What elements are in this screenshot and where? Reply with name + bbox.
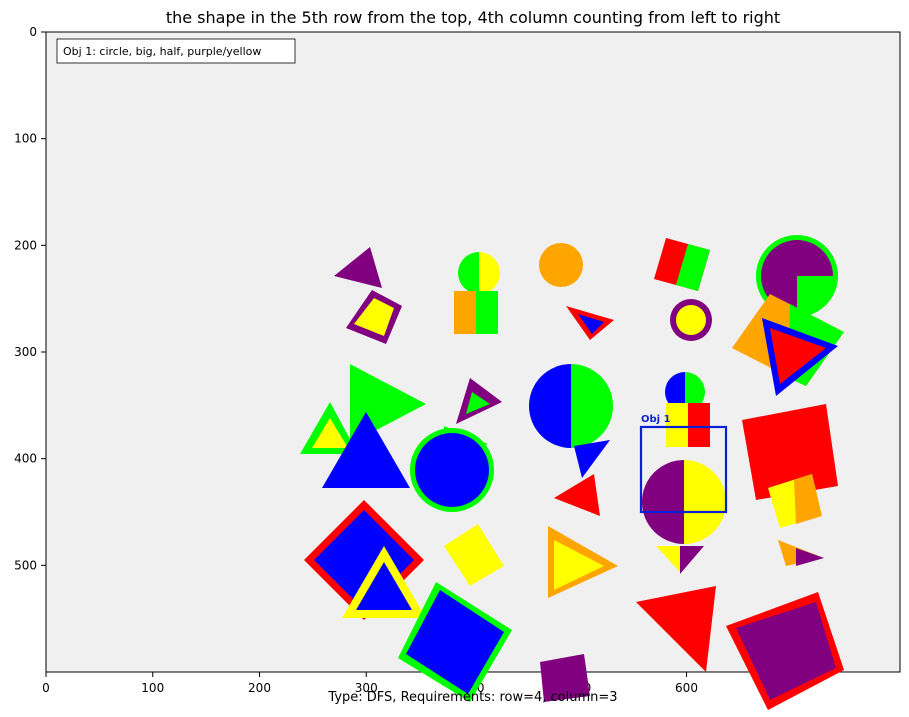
square-shape [444, 524, 504, 586]
circle-shape [665, 372, 705, 412]
legend-text: Obj 1: circle, big, half, purple/yellow [63, 45, 261, 58]
square-shape [768, 474, 822, 528]
x-tick-label: 200 [248, 681, 271, 695]
triangle-shape [554, 474, 600, 516]
y-tick-label: 300 [14, 345, 37, 359]
square-shape [666, 403, 710, 447]
circle-shape [458, 252, 500, 294]
square-shape [654, 238, 710, 291]
annotation-label: Obj 1 [641, 414, 671, 425]
y-tick-label: 100 [14, 132, 37, 146]
square-shape [540, 654, 590, 702]
circle-shape [539, 243, 583, 287]
x-tick-label: 0 [42, 681, 50, 695]
square-shape [742, 404, 838, 500]
y-axis: 0 100 200 300 400 500 [14, 25, 46, 572]
legend: Obj 1: circle, big, half, purple/yellow [56, 38, 296, 64]
shape-scene [300, 235, 844, 710]
y-tick-label: 200 [14, 238, 37, 252]
annotation-box: Obj 1 [639, 414, 728, 514]
y-tick-label: 0 [29, 25, 37, 39]
x-tick-label: 300 [355, 681, 378, 695]
figure-title: the shape in the 5th row from the top, 4… [165, 8, 781, 27]
triangle-shape [574, 440, 610, 478]
figure-footer: Type: DFS, Requirements: row=4, column=3 [328, 690, 618, 705]
square-shape [454, 291, 498, 334]
x-tick-label: 100 [141, 681, 164, 695]
y-tick-label: 500 [14, 558, 37, 572]
circle-shape [529, 364, 613, 448]
y-tick-label: 400 [14, 452, 37, 466]
triangle-shape [322, 412, 410, 488]
target-circle [642, 460, 726, 544]
x-tick-label: 600 [675, 681, 698, 695]
triangle-shape [334, 247, 382, 288]
triangle-shape [636, 586, 716, 672]
